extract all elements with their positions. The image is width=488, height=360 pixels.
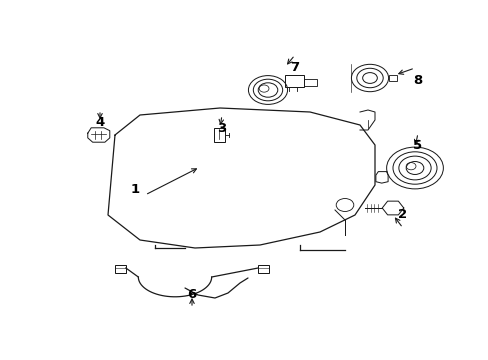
- Bar: [388, 75, 397, 81]
- Text: 4: 4: [95, 117, 104, 130]
- Bar: [214, 128, 224, 142]
- Text: 1: 1: [130, 183, 140, 196]
- Bar: [303, 80, 317, 86]
- Bar: [285, 76, 303, 87]
- Text: 8: 8: [412, 74, 421, 87]
- Bar: [115, 265, 125, 273]
- Text: 7: 7: [290, 61, 299, 74]
- Text: 2: 2: [398, 208, 407, 221]
- Bar: [258, 265, 268, 273]
- Text: 6: 6: [187, 288, 196, 301]
- Text: 5: 5: [412, 139, 422, 153]
- Text: 3: 3: [217, 122, 226, 135]
